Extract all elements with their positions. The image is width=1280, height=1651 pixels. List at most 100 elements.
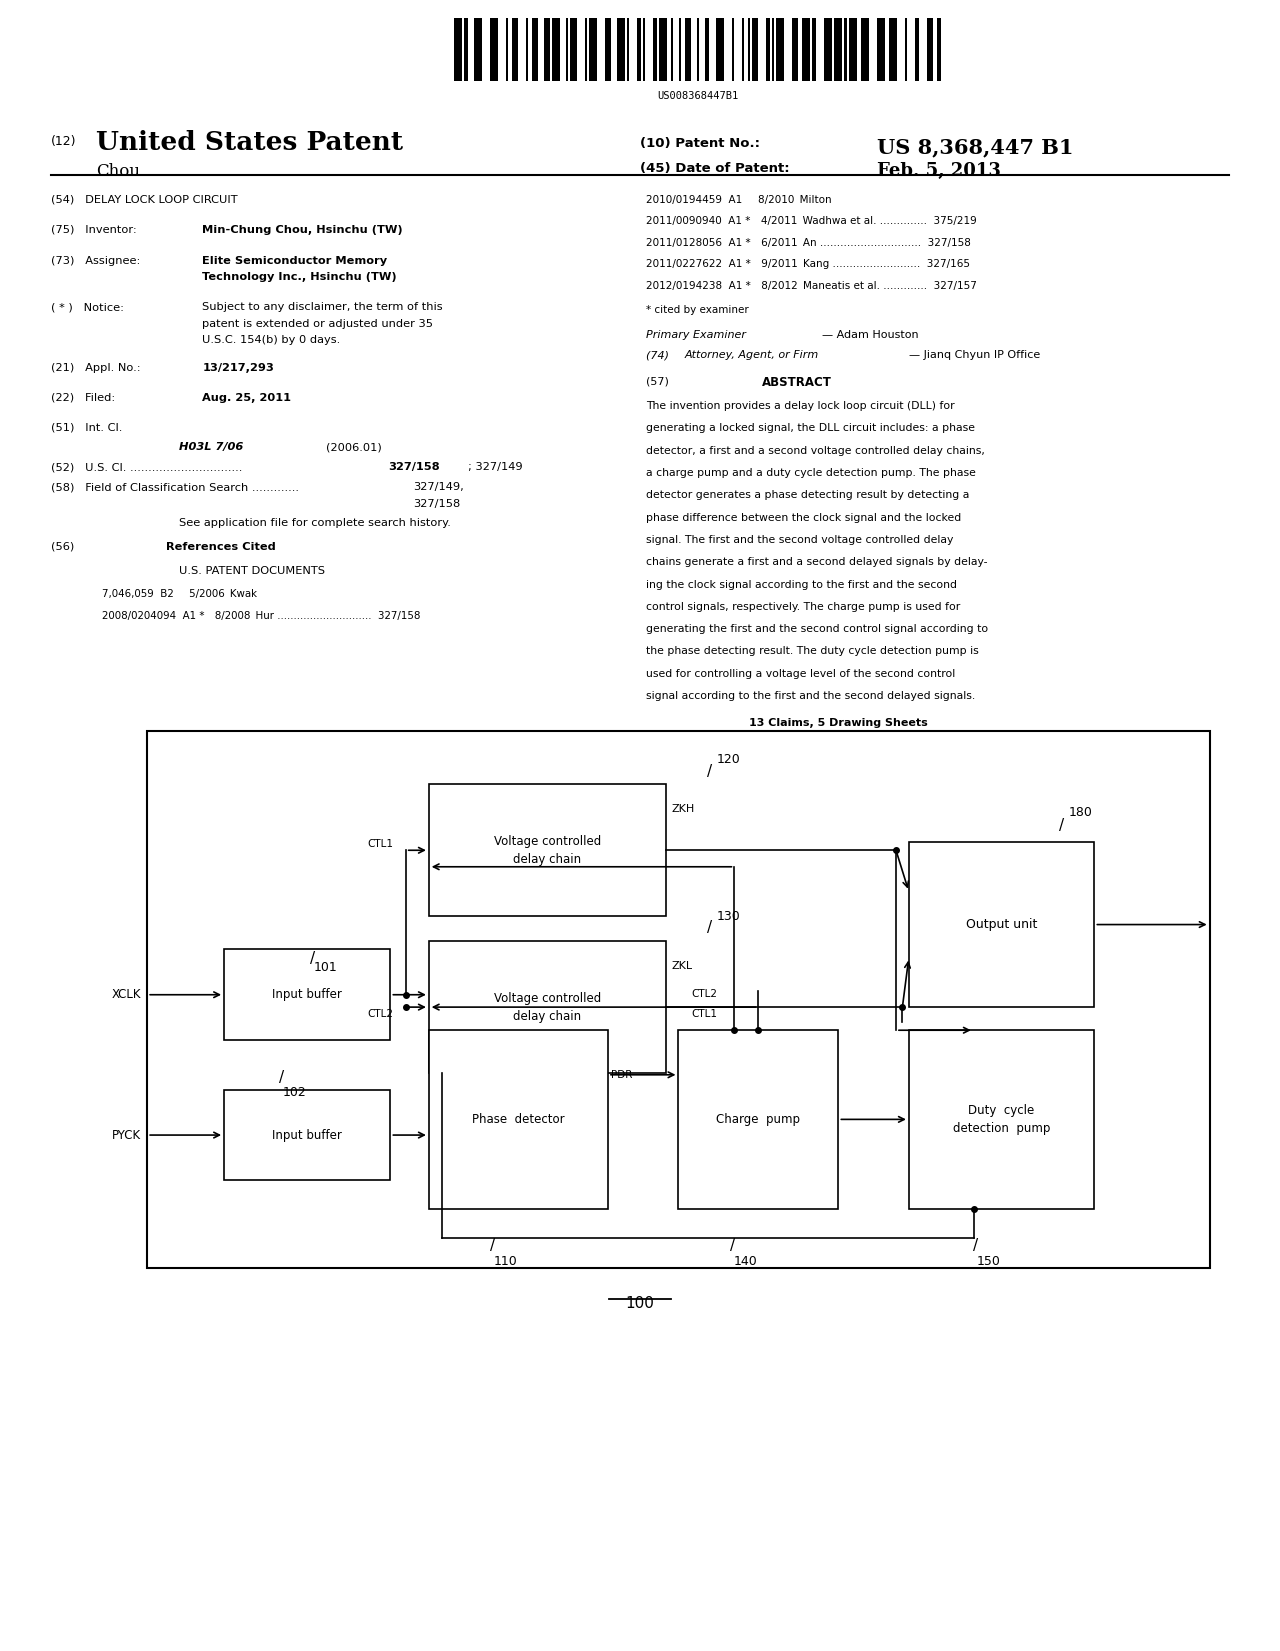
FancyBboxPatch shape (909, 842, 1094, 1007)
FancyBboxPatch shape (224, 949, 390, 1040)
Text: US008368447B1: US008368447B1 (657, 91, 739, 101)
Text: Technology Inc., Hsinchu (TW): Technology Inc., Hsinchu (TW) (202, 272, 397, 282)
Text: (51)   Int. Cl.: (51) Int. Cl. (51, 423, 123, 433)
Text: ABSTRACT: ABSTRACT (762, 376, 832, 390)
Text: PYCK: PYCK (111, 1129, 141, 1141)
Text: Output unit: Output unit (966, 918, 1037, 931)
Bar (617, 18, 625, 81)
Bar (812, 18, 815, 81)
FancyBboxPatch shape (429, 941, 666, 1073)
Text: signal. The first and the second voltage controlled delay: signal. The first and the second voltage… (646, 535, 954, 545)
Text: 180: 180 (1069, 806, 1093, 819)
Bar (772, 18, 774, 81)
Text: CTL1: CTL1 (367, 839, 393, 849)
Text: (22)   Filed:: (22) Filed: (51, 393, 150, 403)
Text: (74): (74) (646, 350, 673, 360)
FancyBboxPatch shape (909, 1030, 1094, 1209)
Bar (890, 18, 897, 81)
Text: XCLK: XCLK (111, 989, 141, 1001)
Text: References Cited: References Cited (166, 542, 276, 551)
Text: signal according to the first and the second delayed signals.: signal according to the first and the se… (646, 690, 975, 702)
Bar (512, 18, 518, 81)
Text: 2011/0227622  A1 *  9/2011 Kang ..........................  327/165: 2011/0227622 A1 * 9/2011 Kang ..........… (646, 259, 970, 269)
Bar (454, 18, 462, 81)
Bar (566, 18, 567, 81)
Text: 327/149,: 327/149, (413, 482, 465, 492)
Text: /: / (310, 951, 315, 966)
Text: (12): (12) (51, 135, 77, 149)
Text: PDR: PDR (611, 1070, 632, 1080)
Text: used for controlling a voltage level of the second control: used for controlling a voltage level of … (646, 669, 956, 679)
Bar (776, 18, 783, 81)
Bar (659, 18, 667, 81)
Text: 2011/0128056  A1 *  6/2011 An ..............................  327/158: 2011/0128056 A1 * 6/2011 An ............… (646, 238, 972, 248)
Text: control signals, respectively. The charge pump is used for: control signals, respectively. The charg… (646, 603, 961, 613)
Text: Aug. 25, 2011: Aug. 25, 2011 (202, 393, 292, 403)
Text: 120: 120 (717, 753, 741, 766)
Bar (570, 18, 577, 81)
Text: /: / (973, 1238, 979, 1253)
Bar (927, 18, 933, 81)
FancyBboxPatch shape (429, 784, 666, 916)
Text: Feb. 5, 2013: Feb. 5, 2013 (877, 162, 1001, 180)
Bar (850, 18, 858, 81)
Bar (833, 18, 841, 81)
Text: a charge pump and a duty cycle detection pump. The phase: a charge pump and a duty cycle detection… (646, 469, 977, 479)
Bar (526, 18, 527, 81)
Text: Charge  pump: Charge pump (717, 1113, 800, 1126)
Text: Phase  detector: Phase detector (472, 1113, 564, 1126)
Bar (490, 18, 498, 81)
Text: the phase detecting result. The duty cycle detection pump is: the phase detecting result. The duty cyc… (646, 646, 979, 657)
Bar (823, 18, 832, 81)
Bar (637, 18, 641, 81)
Bar (753, 18, 758, 81)
FancyBboxPatch shape (678, 1030, 838, 1209)
Text: ZKH: ZKH (672, 804, 695, 814)
Text: 150: 150 (977, 1255, 1001, 1268)
Bar (801, 18, 810, 81)
Text: Min-Chung Chou, Hsinchu (TW): Min-Chung Chou, Hsinchu (TW) (202, 225, 403, 234)
Bar (767, 18, 771, 81)
Bar (704, 18, 709, 81)
Text: ZKL: ZKL (672, 961, 694, 971)
Text: ; 327/149: ; 327/149 (468, 462, 524, 472)
Text: generating a locked signal, the DLL circuit includes: a phase: generating a locked signal, the DLL circ… (646, 423, 975, 434)
Text: 13/217,293: 13/217,293 (202, 363, 274, 373)
Text: (45) Date of Patent:: (45) Date of Patent: (640, 162, 790, 175)
Bar (653, 18, 657, 81)
Bar (742, 18, 744, 81)
Text: U.S. PATENT DOCUMENTS: U.S. PATENT DOCUMENTS (179, 566, 325, 576)
Text: 2012/0194238  A1 *  8/2012 Maneatis et al. .............  327/157: 2012/0194238 A1 * 8/2012 Maneatis et al.… (646, 281, 977, 291)
Text: (57): (57) (646, 376, 669, 386)
Bar (475, 18, 483, 81)
Text: 2010/0194459  A1   8/2010 Milton: 2010/0194459 A1 8/2010 Milton (646, 195, 832, 205)
Text: (56): (56) (51, 542, 74, 551)
Text: 327/158: 327/158 (388, 462, 439, 472)
Text: 102: 102 (283, 1086, 306, 1100)
Bar (678, 18, 681, 81)
Bar (792, 18, 797, 81)
Text: generating the first and the second control signal according to: generating the first and the second cont… (646, 624, 988, 634)
Text: /: / (707, 920, 712, 936)
Text: CTL2: CTL2 (367, 1009, 393, 1019)
Text: 101: 101 (314, 961, 338, 974)
Text: United States Patent: United States Patent (96, 130, 403, 155)
Text: CTL1: CTL1 (691, 1009, 717, 1019)
Bar (627, 18, 628, 81)
Text: Subject to any disclaimer, the term of this: Subject to any disclaimer, the term of t… (202, 302, 443, 312)
Text: 327/158: 327/158 (413, 499, 461, 509)
Text: phase difference between the clock signal and the locked: phase difference between the clock signa… (646, 513, 961, 523)
Text: Voltage controlled
delay chain: Voltage controlled delay chain (494, 992, 600, 1022)
Bar (685, 18, 691, 81)
Text: chains generate a first and a second delayed signals by delay-: chains generate a first and a second del… (646, 558, 988, 568)
Bar (915, 18, 919, 81)
Text: (75)   Inventor:: (75) Inventor: (51, 225, 148, 234)
Text: Primary Examiner: Primary Examiner (646, 330, 746, 340)
Bar (643, 18, 645, 81)
Text: ( * )   Notice:: ( * ) Notice: (51, 302, 136, 312)
Text: Input buffer: Input buffer (273, 1129, 342, 1141)
Text: patent is extended or adjusted under 35: patent is extended or adjusted under 35 (202, 319, 433, 329)
Text: — Jianq Chyun IP Office: — Jianq Chyun IP Office (909, 350, 1041, 360)
Bar (861, 18, 869, 81)
Text: U.S.C. 154(b) by 0 days.: U.S.C. 154(b) by 0 days. (202, 335, 340, 345)
